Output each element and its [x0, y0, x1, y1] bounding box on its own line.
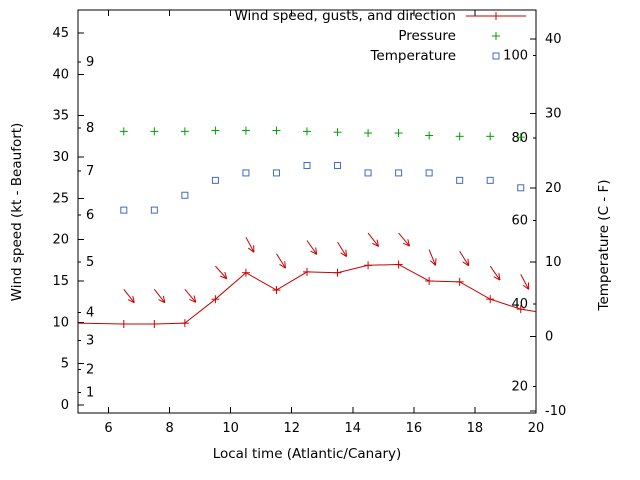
legend-label-temperature: Temperature: [370, 48, 456, 64]
svg-text:40: 40: [511, 297, 528, 312]
svg-text:8: 8: [86, 121, 94, 136]
svg-text:14: 14: [345, 421, 362, 436]
svg-text:100: 100: [503, 48, 528, 63]
svg-text:2: 2: [86, 362, 94, 377]
svg-text:10: 10: [545, 255, 562, 270]
svg-text:20: 20: [545, 181, 562, 196]
svg-text:18: 18: [467, 421, 484, 436]
svg-text:10: 10: [222, 421, 239, 436]
svg-text:7: 7: [86, 164, 94, 179]
temperature-square-marker-icon: [465, 49, 527, 63]
svg-text:30: 30: [545, 106, 562, 121]
svg-text:20: 20: [528, 421, 545, 436]
svg-text:6: 6: [86, 208, 94, 223]
svg-text:1: 1: [86, 386, 94, 401]
svg-text:45: 45: [52, 26, 69, 41]
svg-text:20: 20: [511, 379, 528, 394]
svg-text:16: 16: [406, 421, 423, 436]
svg-text:10: 10: [52, 315, 69, 330]
svg-text:-10: -10: [545, 404, 566, 419]
x-axis-label: Local time (Atlantic/Canary): [212, 446, 402, 462]
svg-text:40: 40: [545, 32, 562, 47]
svg-text:12: 12: [283, 421, 300, 436]
svg-text:9: 9: [86, 55, 94, 70]
legend-label-wind: Wind speed, gusts, and direction: [234, 8, 456, 24]
wind-line-plus-marker-icon: [465, 9, 527, 23]
svg-text:20: 20: [52, 233, 69, 248]
svg-text:0: 0: [545, 330, 553, 345]
svg-text:0: 0: [61, 398, 69, 413]
svg-text:5: 5: [61, 357, 69, 372]
legend-item-wind: Wind speed, gusts, and direction: [0, 6, 527, 26]
svg-text:3: 3: [86, 334, 94, 349]
y-axis-label-right: Temperature (C - F): [596, 179, 612, 311]
svg-text:60: 60: [511, 214, 528, 229]
svg-text:5: 5: [86, 255, 94, 270]
svg-text:15: 15: [52, 274, 69, 289]
pressure-plus-marker-icon: [465, 29, 527, 43]
legend-label-pressure: Pressure: [398, 28, 456, 44]
svg-text:25: 25: [52, 191, 69, 206]
legend-item-temperature: Temperature: [0, 46, 527, 66]
svg-text:8: 8: [165, 421, 173, 436]
svg-text:35: 35: [52, 109, 69, 124]
svg-text:80: 80: [511, 131, 528, 146]
chart-legend: Wind speed, gusts, and direction Pressur…: [0, 6, 527, 66]
svg-text:30: 30: [52, 150, 69, 165]
svg-text:6: 6: [104, 421, 112, 436]
svg-text:4: 4: [86, 305, 94, 320]
svg-text:40: 40: [52, 67, 69, 82]
y-axis-label-left: Wind speed (kt - Beaufort): [9, 122, 25, 302]
legend-item-pressure: Pressure: [0, 26, 527, 46]
